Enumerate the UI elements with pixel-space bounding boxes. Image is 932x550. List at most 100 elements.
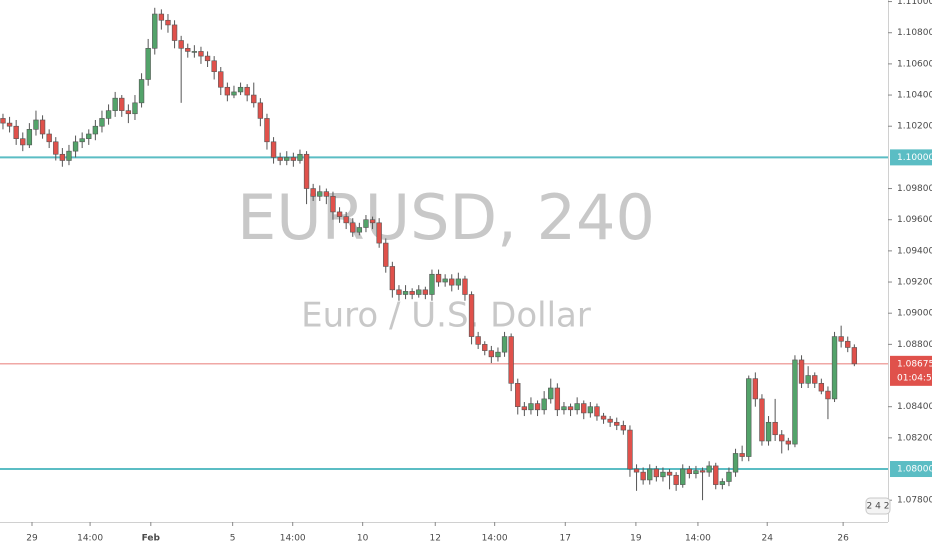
candle-body xyxy=(666,471,673,476)
last-price-box xyxy=(890,355,932,386)
candle-body xyxy=(508,336,514,384)
candle-body xyxy=(515,383,521,407)
y-tick-label: 1.09600 xyxy=(897,215,932,225)
level-label: 1.08000 xyxy=(897,465,932,475)
y-tick-label: 1.10400 xyxy=(897,91,932,101)
candle-body xyxy=(719,481,726,485)
candle-body xyxy=(132,102,138,115)
candle-body xyxy=(587,406,594,414)
candle-body xyxy=(633,468,640,473)
candle-body xyxy=(838,336,844,342)
candle-body xyxy=(528,403,534,411)
candle-body xyxy=(647,468,653,481)
x-tick-label: 12 xyxy=(430,534,441,544)
candle-body xyxy=(805,375,811,384)
candle-body xyxy=(389,266,396,291)
badge-box xyxy=(865,497,891,515)
candle-body xyxy=(59,153,66,161)
candle-body xyxy=(105,110,112,119)
candle-body xyxy=(501,336,508,353)
candle-body xyxy=(350,222,356,233)
candle-body xyxy=(455,278,462,286)
candle-body xyxy=(845,340,851,348)
candle-body xyxy=(554,387,561,411)
candle-body xyxy=(46,133,52,143)
x-tick-label: 14:00 xyxy=(280,534,306,544)
candle-body xyxy=(13,125,19,139)
candle-body xyxy=(178,40,184,49)
y-tick-label: 1.10800 xyxy=(897,28,932,38)
candle-body xyxy=(244,86,250,96)
y-tick-label: 1.09800 xyxy=(897,184,932,194)
candle-body xyxy=(409,291,415,295)
candle-body xyxy=(429,273,435,295)
candle-body xyxy=(772,421,778,436)
candle-body xyxy=(792,359,798,445)
last-price-label: 1.08675 xyxy=(897,359,932,369)
candle-body xyxy=(752,378,759,400)
candle-body xyxy=(251,94,257,104)
candle-body xyxy=(548,387,554,400)
watermark-description: Euro / U.S. Dollar xyxy=(301,296,591,336)
y-tick-label: 1.09400 xyxy=(897,246,932,256)
candle-body xyxy=(317,191,323,197)
x-tick-label: 26 xyxy=(837,534,849,544)
candle-body xyxy=(383,242,389,267)
watermark-symbol: EURUSD, 240 xyxy=(237,181,655,254)
candle-body xyxy=(290,157,297,161)
candle-body xyxy=(567,406,574,411)
candle-body xyxy=(336,211,343,217)
y-tick-label: 1.08800 xyxy=(897,340,932,350)
candle-body xyxy=(785,440,792,445)
candle-body xyxy=(158,13,165,21)
y-tick-label: 1.08400 xyxy=(897,402,932,412)
candle-body xyxy=(211,60,217,72)
candle-body xyxy=(0,118,6,124)
level-label: 1.10000 xyxy=(897,153,932,163)
candle-body xyxy=(607,418,613,423)
candle-body xyxy=(779,434,785,442)
candle-body xyxy=(699,470,706,473)
candle-body xyxy=(541,398,547,411)
x-tick-label: 14:00 xyxy=(77,534,103,544)
x-tick-label: Feb xyxy=(142,534,161,544)
candle-body xyxy=(521,406,528,411)
candle-body xyxy=(369,219,376,224)
candle-body xyxy=(6,122,13,127)
candle-body xyxy=(449,278,455,286)
candle-body xyxy=(475,336,481,345)
candle-body xyxy=(171,24,178,41)
candle-body xyxy=(125,110,132,115)
countdown-label: 01:04:53 xyxy=(897,373,932,383)
candle-body xyxy=(680,468,686,485)
candle-body xyxy=(310,188,316,197)
x-tick-label: 29 xyxy=(26,534,38,544)
candle-body xyxy=(33,119,39,130)
y-tick-label: 1.08200 xyxy=(897,433,932,443)
candle-body xyxy=(534,403,541,411)
x-tick-label: 24 xyxy=(761,534,773,544)
candle-body xyxy=(218,71,224,88)
candle-body xyxy=(693,470,699,474)
y-tick-label: 1.11000 xyxy=(897,0,932,7)
y-tick-label: 1.09000 xyxy=(897,309,932,319)
candle-body xyxy=(145,48,151,80)
y-tick-label: 1.10200 xyxy=(897,122,932,132)
badge-label: 2 4 2 xyxy=(867,502,890,512)
candle-body xyxy=(812,375,818,384)
candle-body xyxy=(653,468,660,478)
candle-body xyxy=(53,141,59,155)
candle-body xyxy=(614,421,620,426)
level-label-box xyxy=(890,461,932,478)
candle-body xyxy=(297,153,303,161)
candle-body xyxy=(686,468,693,474)
candle-body xyxy=(138,79,145,104)
candle-body xyxy=(495,351,501,358)
candle-body xyxy=(165,19,171,26)
candle-body xyxy=(264,118,270,143)
candle-body xyxy=(284,157,290,161)
candle-body xyxy=(191,51,198,53)
candle-body xyxy=(119,97,125,111)
